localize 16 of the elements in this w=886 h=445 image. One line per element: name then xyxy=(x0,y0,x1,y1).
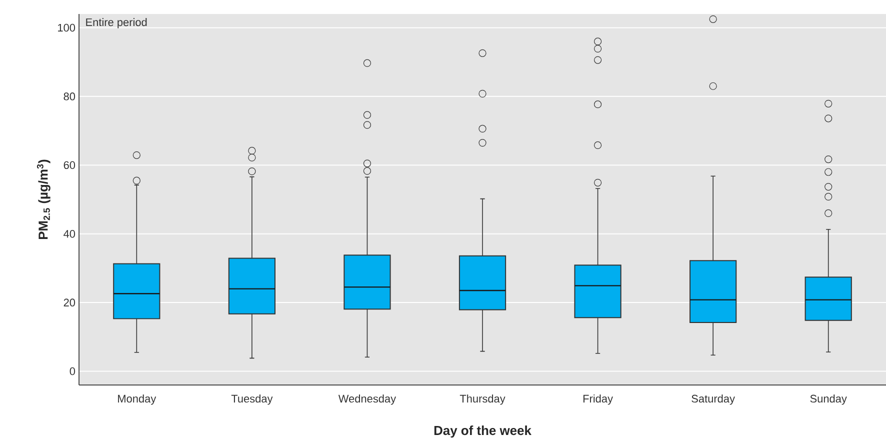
x-tick-label: Wednesday xyxy=(338,394,396,405)
x-tick-label: Sunday xyxy=(810,394,847,405)
y-tick-label: 40 xyxy=(64,230,76,238)
y-tick-label: 0 xyxy=(70,367,76,376)
x-tick-label: Tuesday xyxy=(231,394,273,405)
y-tick-label: 20 xyxy=(64,298,76,306)
annotation: Entire period xyxy=(86,18,147,28)
x-tick-label: Monday xyxy=(118,394,156,405)
y-tick-label: 60 xyxy=(64,161,76,170)
x-axis-title: Day of the week xyxy=(434,426,532,438)
x-tick-label: Friday xyxy=(583,394,613,405)
x-tick-label: Thursday xyxy=(460,394,506,405)
y-axis-title: PM$_{2.5}$ (µg/m$^{3}$) xyxy=(36,160,50,240)
y-tick-label: 100 xyxy=(58,24,76,32)
x-tick-label: Saturday xyxy=(692,394,735,405)
y-tick-label: 80 xyxy=(64,92,76,100)
